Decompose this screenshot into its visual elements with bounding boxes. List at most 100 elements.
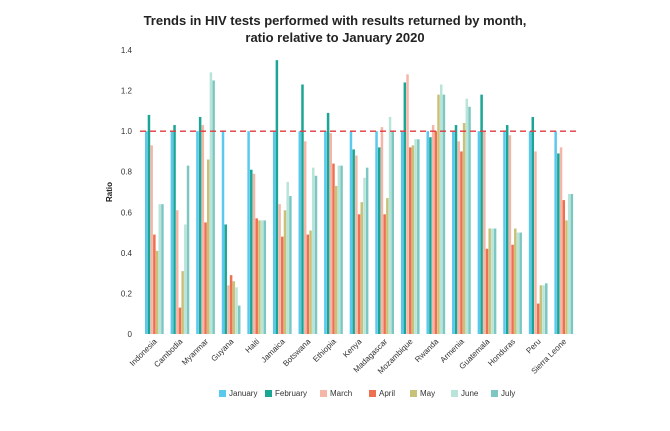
bar-botswana-march [303, 141, 307, 334]
bar-ethiopia-july [340, 165, 343, 334]
bar-haiti-february [250, 169, 253, 334]
bar-indonesia-june [158, 204, 161, 334]
y-tick-label-4: 0.8 [121, 168, 133, 177]
bar-peru-june [542, 285, 545, 334]
legend-label-april: April [379, 389, 395, 398]
bar-kenya-may [360, 202, 364, 334]
bar-ethiopia-january [324, 131, 327, 334]
bar-ethiopia-april [332, 163, 335, 334]
bar-mozambique-april [408, 147, 412, 334]
bar-guyana-february [224, 224, 227, 334]
bar-myanmar-july [212, 80, 215, 335]
category-label-ethiopia: Ethiopia [311, 337, 338, 364]
bar-madagascar-may [386, 198, 389, 334]
bar-kenya-february [352, 149, 355, 334]
bar-armenia-june [465, 98, 469, 334]
bar-kenya-march [355, 155, 358, 334]
category-label-guyana: Guyana [209, 337, 236, 364]
bar-rwanda-january [426, 131, 429, 334]
bar-guatemala-january [477, 131, 481, 334]
bar-cambodia-april [178, 307, 182, 334]
legend-label-june: June [461, 389, 479, 398]
y-tick-label-0: 0 [128, 330, 133, 339]
bar-peru-april [536, 303, 540, 334]
bar-jamaica-june [286, 181, 289, 334]
bar-honduras-july [519, 232, 522, 334]
bar-kenya-june [363, 177, 366, 334]
category-label-kenya: Kenya [341, 337, 364, 360]
category-label-myanmar: Myanmar [180, 337, 210, 367]
y-tick-label-5: 1.0 [121, 127, 133, 136]
bar-haiti-may [258, 220, 261, 334]
bar-peru-july [545, 283, 548, 334]
bar-armenia-july [468, 106, 471, 334]
bar-jamaica-july [289, 196, 292, 334]
bar-guatemala-april [485, 248, 489, 334]
bar-guyana-january [221, 131, 225, 334]
chart-title-line2: ratio relative to January 2020 [245, 30, 425, 45]
legend: January February March April May June July [219, 389, 515, 398]
legend-swatch-june [451, 390, 458, 397]
category-label-botswana: Botswana [281, 337, 313, 369]
bar-jamaica-april [281, 236, 284, 334]
y-tick-label-1: 0.2 [121, 289, 133, 298]
legend-label-july: July [501, 389, 515, 398]
bar-myanmar-may [206, 159, 210, 334]
bar-botswana-june [312, 167, 315, 334]
bar-honduras-april [511, 244, 514, 334]
bar-madagascar-january [375, 131, 378, 334]
bar-indonesia-july [161, 204, 164, 334]
legend-swatch-january [219, 390, 226, 397]
bar-myanmar-january [196, 131, 199, 334]
bar-honduras-march [508, 135, 512, 334]
bar-jamaica-january [272, 131, 276, 334]
legend-label-february: February [275, 389, 307, 398]
bar-madagascar-february [377, 147, 381, 334]
bar-rwanda-april [434, 131, 438, 334]
bar-myanmar-february [198, 116, 202, 334]
y-tick-label-2: 0.4 [121, 249, 133, 258]
bar-guatemala-july [493, 228, 497, 334]
category-label-rwanda: Rwanda [413, 337, 441, 365]
legend-swatch-april [369, 390, 376, 397]
bar-jamaica-may [283, 210, 287, 334]
bar-haiti-july [263, 220, 267, 334]
bar-madagascar-april [383, 214, 386, 334]
bar-myanmar-march [201, 125, 205, 334]
chart-title: Trends in HIV tests performed with resul… [0, 12, 670, 46]
bar-kenya-july [365, 167, 369, 334]
bar-guyana-july [237, 305, 241, 334]
bar-sierra-leone-february [557, 153, 560, 334]
bar-guyana-march [227, 285, 230, 334]
y-tick-label-3: 0.6 [121, 208, 133, 217]
bar-cambodia-march [175, 210, 179, 334]
bar-mozambique-may [411, 145, 415, 334]
legend-label-may: May [420, 389, 435, 398]
bar-mozambique-june [414, 139, 417, 334]
bar-peru-february [531, 116, 535, 334]
bar-guatemala-may [488, 228, 491, 334]
bar-myanmar-june [209, 72, 213, 334]
bar-cambodia-june [184, 224, 187, 334]
bar-peru-may [539, 285, 543, 334]
bar-kenya-january [349, 131, 353, 334]
bar-honduras-february [505, 125, 509, 334]
legend-swatch-february [265, 390, 272, 397]
bar-ethiopia-june [337, 165, 341, 334]
bar-haiti-january [247, 131, 250, 334]
bar-haiti-march [252, 173, 256, 334]
bar-mozambique-february [403, 82, 407, 335]
bar-peru-march [534, 151, 537, 334]
category-label-haiti: Haiti [244, 337, 262, 355]
bar-sierra-leone-january [554, 131, 557, 334]
bar-cambodia-may [181, 271, 184, 334]
bar-botswana-january [298, 131, 302, 334]
y-axis: 0 0.2 0.4 0.6 0.8 1.0 1.2 1.4 [121, 46, 133, 339]
bar-madagascar-june [388, 116, 392, 334]
bar-madagascar-july [391, 131, 394, 334]
bar-haiti-april [255, 218, 258, 334]
bars [145, 60, 574, 335]
category-label-cambodia: Cambodia [152, 337, 185, 370]
